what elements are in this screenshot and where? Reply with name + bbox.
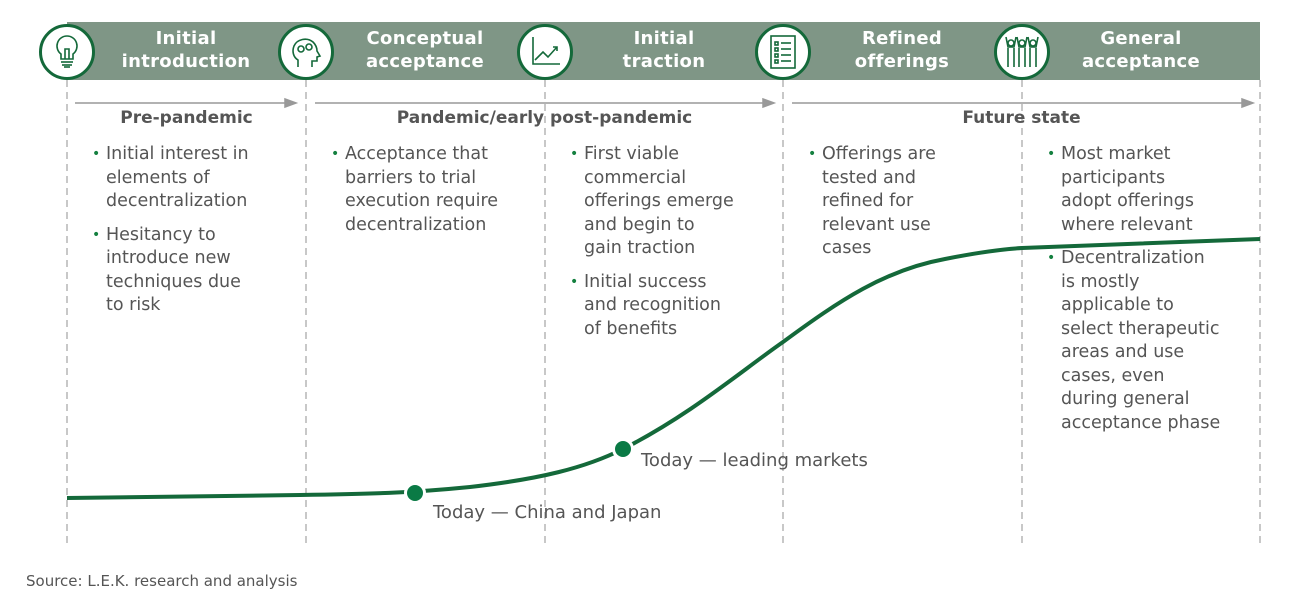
bullet-item: Initial success and recognition of benef…: [570, 271, 734, 342]
marker-label-leading-markets: Today — leading markets: [641, 450, 868, 471]
phase-label-pre-pandemic: Pre-pandemic: [120, 108, 253, 128]
stage-header-bar: [67, 22, 1260, 80]
checklist-icon: [755, 24, 811, 80]
growth-chart-icon: [517, 24, 573, 80]
stage-title-initial-introduction: Initial introduction: [121, 28, 251, 72]
people-cheering-icon: [994, 24, 1050, 80]
column-bullets-2: Acceptance that barriers to trial execut…: [331, 143, 498, 247]
bullet-item: Decentralization is mostly applicable to…: [1047, 247, 1220, 435]
marker-dot-china-japan: [407, 485, 423, 501]
phase-label-pandemic: Pandemic/early post-pandemic: [396, 108, 693, 128]
bullet-item: First viable commercial offerings emerge…: [570, 143, 734, 261]
stage-title-conceptual-acceptance: Conceptual acceptance: [365, 28, 485, 72]
bullet-item: Acceptance that barriers to trial execut…: [331, 143, 498, 237]
lightbulb-icon: [39, 24, 95, 80]
adoption-curve: [66, 237, 1261, 500]
column-bullets-1: Initial interest in elements of decentra…: [92, 143, 249, 328]
column-bullets-3: First viable commercial offerings emerge…: [570, 143, 734, 351]
bullet-item: Most market participants adopt offerings…: [1047, 143, 1220, 237]
marker-dot-leading-markets: [615, 441, 631, 457]
column-bullets-5: Most market participants adopt offerings…: [1047, 143, 1220, 445]
stage-title-refined-offerings: Refined offerings: [854, 28, 950, 72]
column-bullets-4: Offerings are tested and refined for rel…: [808, 143, 936, 271]
marker-label-china-japan: Today — China and Japan: [433, 502, 662, 523]
stage-title-initial-traction: Initial traction: [622, 28, 706, 72]
phase-label-future-state: Future state: [962, 108, 1081, 128]
bullet-item: Hesitancy to introduce new techniques du…: [92, 224, 249, 318]
bullet-item: Offerings are tested and refined for rel…: [808, 143, 936, 261]
head-gears-icon: [278, 24, 334, 80]
stage-title-general-acceptance: General acceptance: [1081, 28, 1201, 72]
bullet-item: Initial interest in elements of decentra…: [92, 143, 249, 214]
source-note: Source: L.E.K. research and analysis: [26, 572, 298, 590]
